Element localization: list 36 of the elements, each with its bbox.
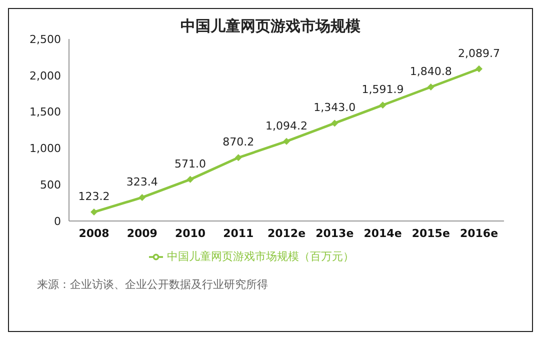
y-tick-label: 0 — [54, 214, 61, 228]
data-label: 1,591.9 — [362, 83, 404, 96]
point — [379, 102, 386, 109]
chart-title: 中国儿童网页游戏市场规模 — [180, 17, 360, 35]
point — [476, 65, 482, 72]
y-tick-label: 2,000 — [30, 69, 61, 82]
data-label: 1,094.2 — [266, 119, 308, 132]
y-tick-label: 2,500 — [30, 32, 61, 46]
data-label: 123.2 — [78, 190, 110, 204]
y-tick-label: 500 — [40, 178, 61, 192]
point — [90, 208, 98, 216]
x-tick-label: 2013e — [316, 226, 354, 240]
data-label: 1,840.8 — [410, 64, 452, 78]
x-tick-label: 2014e — [364, 226, 402, 240]
x-tick-label: 2011 — [223, 226, 254, 240]
point — [234, 154, 242, 162]
point — [186, 176, 194, 183]
point — [331, 120, 338, 127]
data-label: 323.4 — [126, 175, 158, 188]
data-label: 2,089.7 — [458, 46, 500, 60]
data-label: 571.0 — [174, 157, 206, 170]
data-label: 870.2 — [222, 136, 254, 149]
x-tick-label: 2010 — [174, 226, 206, 240]
source-note: 来源：企业访谈、企业公开数据及行业研究所得 — [37, 277, 268, 292]
y-tick-label: 1,500 — [30, 106, 61, 119]
x-tick-label: 2008 — [78, 226, 110, 240]
legend-label: 中国儿童网页游戏市场规模（百万元） — [167, 250, 354, 263]
x-tick-label: 2016e — [460, 226, 498, 240]
x-tick-label: 2009 — [126, 226, 158, 240]
x-tick-label: 2012e — [267, 226, 306, 240]
point — [138, 194, 146, 201]
data-label: 1,343.0 — [314, 101, 356, 114]
y-tick-label: 1,000 — [30, 142, 61, 156]
point — [283, 138, 290, 145]
point — [427, 83, 434, 90]
x-tick-label: 2015e — [412, 226, 450, 240]
